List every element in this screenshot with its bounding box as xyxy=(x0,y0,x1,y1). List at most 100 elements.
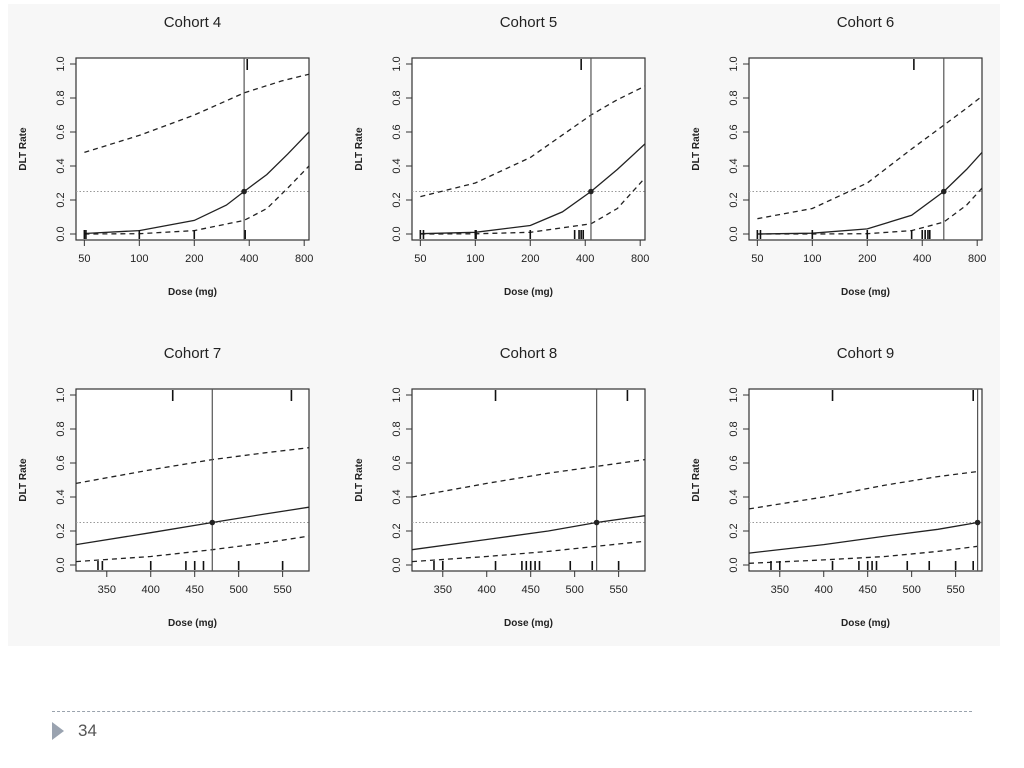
page-number: 34 xyxy=(78,721,97,740)
chart-title: Cohort 4 xyxy=(164,14,222,31)
y-tick-label: 0.2 xyxy=(55,192,67,207)
credible-bound-curve xyxy=(84,73,309,154)
plot-frame xyxy=(411,57,646,241)
y-tick-label: 0.0 xyxy=(55,557,67,572)
y-tick-label: 0.6 xyxy=(391,124,403,139)
estimate-curve xyxy=(412,515,645,551)
credible-bound-curve xyxy=(412,540,645,563)
x-tick-label: 400 xyxy=(478,584,496,596)
y-axis-label: DLT Rate xyxy=(354,458,365,502)
x-tick-label: 100 xyxy=(130,253,148,265)
x-tick-label: 800 xyxy=(968,253,986,265)
estimate-curve xyxy=(84,131,309,235)
x-tick-label: 350 xyxy=(98,584,116,596)
y-tick-label: 0.2 xyxy=(728,523,740,538)
x-tick-label: 500 xyxy=(229,584,247,596)
credible-bound-curve xyxy=(420,85,645,198)
y-axis-label: DLT Rate xyxy=(354,127,365,171)
x-tick-label: 100 xyxy=(466,253,484,265)
y-tick-label: 0.8 xyxy=(391,421,403,436)
x-axis-label: Dose (mg) xyxy=(504,287,553,298)
x-tick-label: 550 xyxy=(946,584,964,596)
x-tick-label: 400 xyxy=(240,253,258,265)
estimated-dose-point xyxy=(593,519,600,526)
x-tick-label: 400 xyxy=(142,584,160,596)
y-tick-label: 0.8 xyxy=(728,421,740,436)
x-tick-label: 350 xyxy=(771,584,789,596)
chart-panel-1: Cohort 4 0.0 0.2 0.4 0.6 0.8 1.0 DLT Rate 50 100 2… xyxy=(18,14,313,298)
plot-frame xyxy=(748,57,983,241)
x-tick-label: 400 xyxy=(815,584,833,596)
y-tick-label: 0.6 xyxy=(728,124,740,139)
x-tick-label: 500 xyxy=(902,584,920,596)
x-tick-label: 200 xyxy=(858,253,876,265)
x-tick-label: 550 xyxy=(273,584,291,596)
y-tick-label: 0.4 xyxy=(728,158,740,173)
chart-panel-3: Cohort 6 0.0 0.2 0.4 0.6 0.8 1.0 DLT Rate 50 100 2… xyxy=(691,14,986,298)
chart-title: Cohort 8 xyxy=(500,345,558,362)
y-tick-label: 0.2 xyxy=(55,523,67,538)
plot-frame xyxy=(75,57,310,241)
chart-panel-6: Cohort 9 0.0 0.2 0.4 0.6 0.8 1.0 DLT Rate 350 400… xyxy=(691,345,983,629)
x-tick-label: 400 xyxy=(576,253,594,265)
y-tick-label: 0.6 xyxy=(55,455,67,470)
plot-frame xyxy=(75,388,310,572)
y-axis-label: DLT Rate xyxy=(691,127,702,171)
y-tick-label: 0.8 xyxy=(728,90,740,105)
estimated-dose-point xyxy=(940,188,947,195)
x-tick-label: 800 xyxy=(631,253,649,265)
y-tick-label: 0.4 xyxy=(391,489,403,504)
credible-bound-curve xyxy=(749,545,978,564)
plot-frame xyxy=(748,388,983,572)
y-tick-label: 0.0 xyxy=(728,226,740,241)
chart-panel-4: Cohort 7 0.0 0.2 0.4 0.6 0.8 1.0 DLT Rate 350 400… xyxy=(18,345,310,629)
x-tick-label: 100 xyxy=(803,253,821,265)
y-tick-label: 0.6 xyxy=(728,455,740,470)
credible-bound-curve xyxy=(757,95,982,220)
y-tick-label: 0.4 xyxy=(55,158,67,173)
plot-frame xyxy=(411,388,646,572)
y-tick-label: 1.0 xyxy=(55,387,67,402)
y-tick-label: 0.0 xyxy=(55,226,67,241)
x-tick-label: 550 xyxy=(609,584,627,596)
x-tick-label: 400 xyxy=(913,253,931,265)
y-tick-label: 0.2 xyxy=(728,192,740,207)
x-tick-label: 350 xyxy=(434,584,452,596)
figure-area: Cohort 4 0.0 0.2 0.4 0.6 0.8 1.0 DLT Rate 50 100 2… xyxy=(8,4,1000,646)
chart-panel-5: Cohort 8 0.0 0.2 0.4 0.6 0.8 1.0 DLT Rate 350 400… xyxy=(354,345,646,629)
x-tick-label: 200 xyxy=(185,253,203,265)
x-tick-label: 200 xyxy=(521,253,539,265)
chart-title: Cohort 9 xyxy=(837,345,895,362)
credible-bound-curve xyxy=(420,177,645,235)
y-tick-label: 1.0 xyxy=(728,56,740,71)
estimated-dose-point xyxy=(241,188,247,195)
x-tick-label: 450 xyxy=(522,584,540,596)
x-tick-label: 500 xyxy=(565,584,583,596)
x-tick-label: 450 xyxy=(859,584,877,596)
y-tick-label: 0.0 xyxy=(391,557,403,572)
x-axis-label: Dose (mg) xyxy=(841,618,890,629)
credible-bound-curve xyxy=(412,458,645,498)
x-tick-label: 50 xyxy=(751,253,763,265)
x-axis-label: Dose (mg) xyxy=(841,287,890,298)
estimated-dose-point xyxy=(209,519,216,526)
y-tick-label: 0.0 xyxy=(728,557,740,572)
y-axis-label: DLT Rate xyxy=(18,458,29,502)
footer-divider xyxy=(52,711,972,712)
y-tick-label: 0.0 xyxy=(391,226,403,241)
chart-title: Cohort 6 xyxy=(837,14,895,31)
y-tick-label: 0.2 xyxy=(391,523,403,538)
y-axis-label: DLT Rate xyxy=(18,127,29,171)
chart-panel-2: Cohort 5 0.0 0.2 0.4 0.6 0.8 1.0 DLT Rate 50 100 2… xyxy=(354,14,649,298)
chart-title: Cohort 5 xyxy=(500,14,558,31)
estimate-curve xyxy=(749,521,978,554)
credible-bound-curve xyxy=(749,470,978,510)
y-tick-label: 1.0 xyxy=(391,56,403,71)
x-tick-label: 450 xyxy=(186,584,204,596)
y-tick-label: 0.6 xyxy=(391,455,403,470)
y-tick-label: 1.0 xyxy=(391,387,403,402)
bullet-triangle-icon xyxy=(52,722,64,740)
cohort-figure: Cohort 4 0.0 0.2 0.4 0.6 0.8 1.0 DLT Rate 50 100 2… xyxy=(18,14,986,629)
x-axis-label: Dose (mg) xyxy=(504,618,553,629)
x-tick-label: 800 xyxy=(295,253,313,265)
